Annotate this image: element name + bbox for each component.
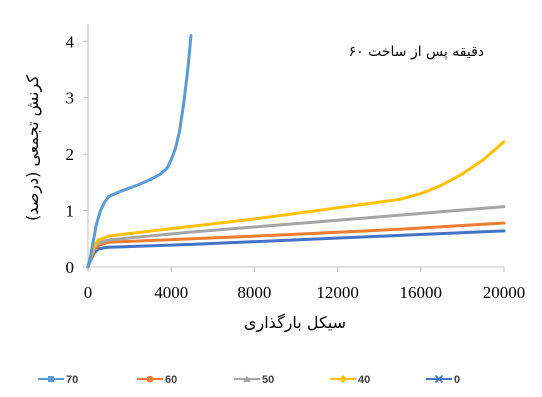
x-tick-label: 8000 bbox=[237, 283, 271, 302]
legend-label-70: 70 bbox=[66, 374, 78, 386]
y-tick-label: 0 bbox=[66, 258, 75, 277]
y-tick-label: 2 bbox=[66, 145, 75, 164]
legend-label-60: 60 bbox=[165, 374, 177, 386]
x-tick-label: 20000 bbox=[483, 283, 526, 302]
series-line-40 bbox=[86, 140, 506, 269]
y-axis-title: کرنش تجمعی (درصد) bbox=[23, 75, 43, 221]
legend-label-0: 0 bbox=[454, 374, 460, 386]
series-line-50 bbox=[86, 205, 506, 269]
x-tick-label: 16000 bbox=[400, 283, 443, 302]
y-tick-label: 4 bbox=[66, 32, 75, 51]
legend-marker-0 bbox=[434, 374, 444, 384]
x-tick-label: 0 bbox=[84, 283, 93, 302]
legend-item-70: 70 bbox=[38, 374, 78, 386]
legend-marker-40 bbox=[339, 375, 347, 383]
legend-item-40: 40 bbox=[330, 374, 370, 386]
legend: 70 60 50 40 0 bbox=[38, 374, 460, 386]
legend-marker-50 bbox=[243, 375, 251, 382]
x-tick-label: 4000 bbox=[154, 283, 188, 302]
legend-marker-70 bbox=[48, 376, 54, 382]
y-tick-label: 3 bbox=[66, 89, 75, 108]
x-tick-label: 12000 bbox=[316, 283, 359, 302]
series-layer bbox=[86, 34, 506, 269]
chart-annotation: ۶۰ دقیقه پس از ساخت bbox=[349, 44, 484, 60]
axes: 0 4000 8000 12000 16000 20000 0 1 2 3 4 bbox=[66, 24, 526, 302]
series-line-70 bbox=[86, 34, 193, 269]
legend-label-50: 50 bbox=[262, 374, 274, 386]
legend-label-40: 40 bbox=[358, 374, 370, 386]
legend-marker-60 bbox=[146, 375, 154, 383]
legend-item-50: 50 bbox=[234, 374, 274, 386]
legend-item-0: 0 bbox=[426, 374, 460, 386]
x-axis-title: سیکل بارگذاری bbox=[244, 313, 346, 333]
legend-item-60: 60 bbox=[137, 374, 177, 386]
y-tick-label: 1 bbox=[66, 202, 75, 221]
